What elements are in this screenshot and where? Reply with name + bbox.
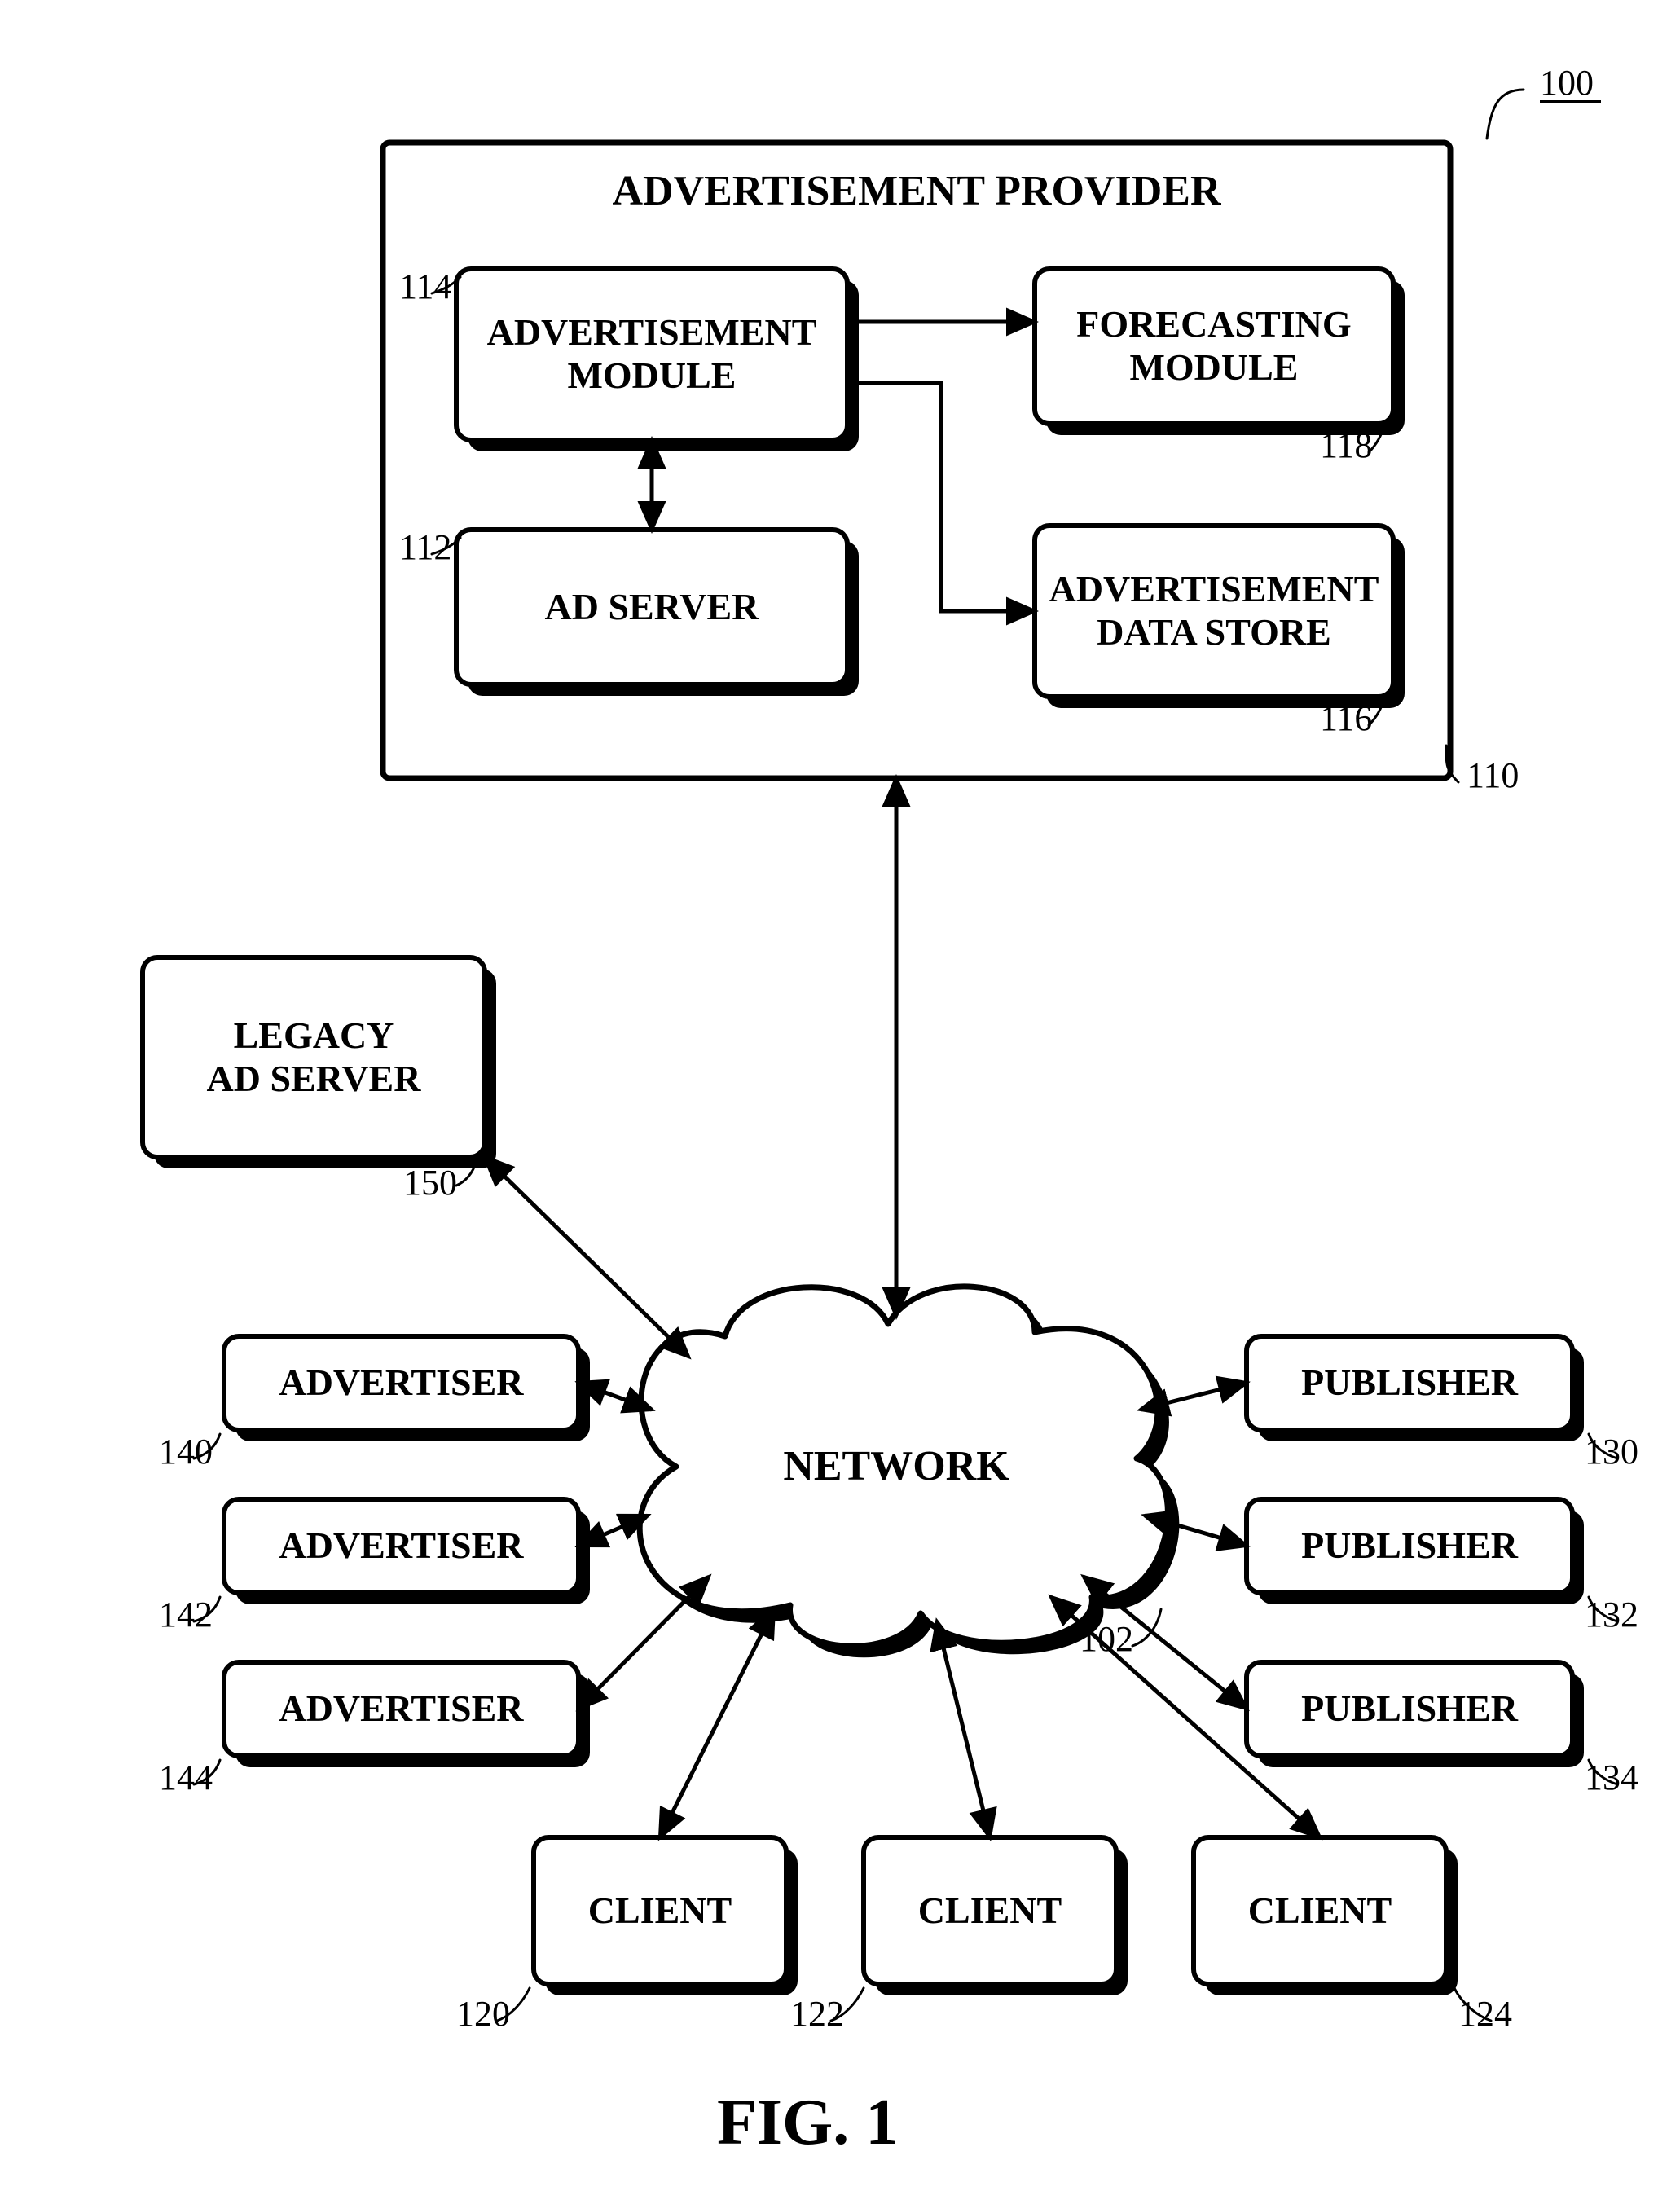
ad_module-box: ADVERTISEMENT MODULE	[456, 269, 847, 440]
ref-124: 124	[1458, 1993, 1512, 2035]
advertiser_1-box: ADVERTISER	[224, 1336, 578, 1430]
ref-100: 100	[1540, 62, 1594, 103]
client_2-box: CLIENT	[864, 1837, 1116, 1984]
ref-120: 120	[456, 1993, 510, 2035]
publisher_2-box: PUBLISHER	[1247, 1499, 1572, 1593]
ref-122: 122	[790, 1993, 844, 2035]
provider-title: ADVERTISEMENT PROVIDER	[383, 159, 1450, 224]
legacy-box: LEGACY AD SERVER	[143, 957, 485, 1157]
publisher_3-box: PUBLISHER	[1247, 1662, 1572, 1756]
ref-132: 132	[1585, 1594, 1638, 1635]
ref-114: 114	[399, 266, 451, 307]
ref-102: 102	[1080, 1618, 1133, 1660]
ref-134: 134	[1585, 1757, 1638, 1798]
advertiser_3-box: ADVERTISER	[224, 1662, 578, 1756]
data_store-box: ADVERTISEMENT DATA STORE	[1035, 526, 1393, 697]
ref-118: 118	[1320, 425, 1372, 466]
ref-140: 140	[159, 1431, 213, 1472]
forecast-box: FORECASTING MODULE	[1035, 269, 1393, 424]
ref-110: 110	[1467, 755, 1519, 796]
advertiser_2-box: ADVERTISER	[224, 1499, 578, 1593]
ref-142: 142	[159, 1594, 213, 1635]
ref-150: 150	[403, 1162, 457, 1203]
ref-112: 112	[399, 526, 451, 568]
ref-116: 116	[1320, 697, 1372, 739]
client_1-box: CLIENT	[534, 1837, 786, 1984]
ad_server-box: AD SERVER	[456, 530, 847, 684]
publisher_1-box: PUBLISHER	[1247, 1336, 1572, 1430]
ref-130: 130	[1585, 1431, 1638, 1472]
network-cloud: NETWORK	[627, 1438, 1165, 1495]
figure-label: FIG. 1	[717, 2086, 898, 2160]
ref-144: 144	[159, 1757, 213, 1798]
client_3-box: CLIENT	[1194, 1837, 1446, 1984]
